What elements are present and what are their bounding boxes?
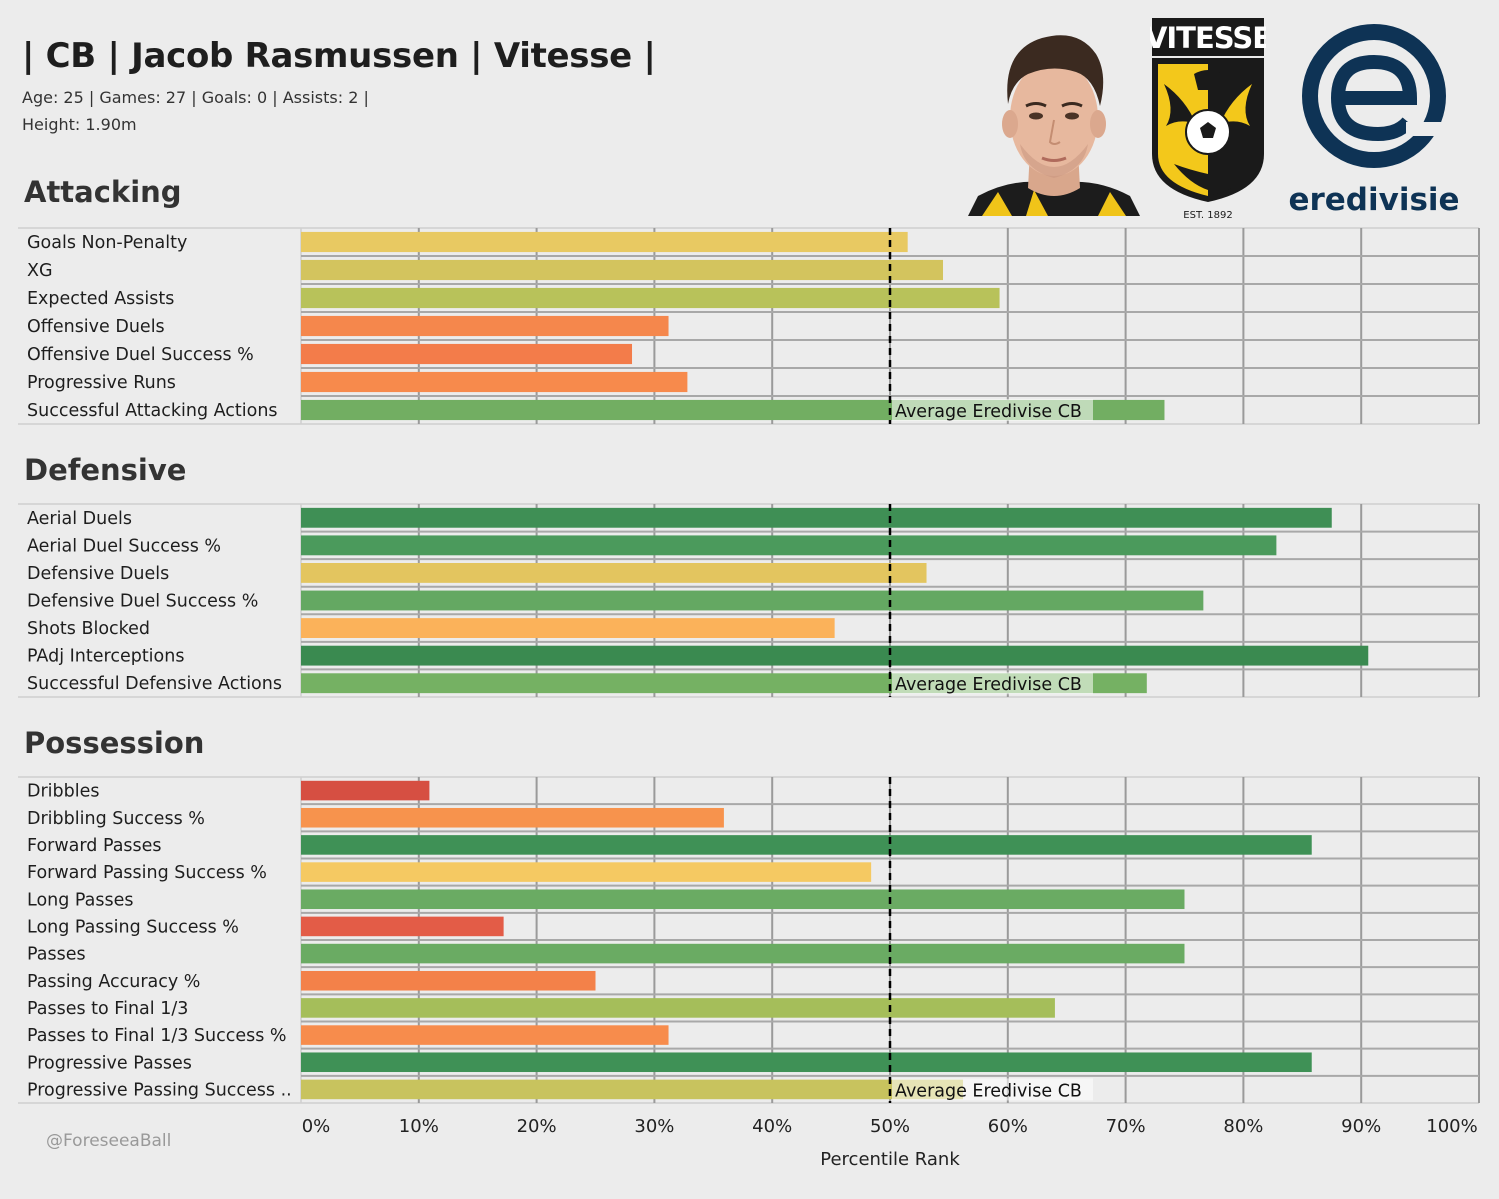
bar — [301, 807, 724, 828]
category-label: Long Passing Success % — [27, 917, 239, 937]
x-tick-label: 50% — [869, 1116, 911, 1137]
bar — [301, 315, 669, 337]
x-tick-label: 70% — [1105, 1116, 1146, 1137]
bar — [301, 618, 835, 638]
bar — [301, 259, 944, 281]
category-label: Long Passes — [27, 890, 134, 910]
category-label: Forward Passing Success % — [27, 863, 267, 883]
x-tick-label: 40% — [752, 1116, 793, 1137]
reference-label: Average Eredivise CB — [895, 1081, 1082, 1101]
category-label: Offensive Duels — [27, 317, 165, 337]
category-label: Passes to Final 1/3 — [27, 999, 188, 1019]
bar — [301, 535, 1277, 556]
bar — [301, 507, 1332, 528]
category-label: Expected Assists — [27, 289, 174, 309]
x-tick-label: 90% — [1341, 1116, 1382, 1137]
category-label: Offensive Duel Success % — [27, 345, 254, 365]
club-logo: VITESSE EST. 1892 — [1150, 18, 1266, 221]
reference-label-bg — [892, 399, 1093, 421]
category-label: Progressive Runs — [27, 373, 176, 393]
reference-label: Average Eredivise CB — [895, 675, 1082, 695]
category-label: Aerial Duel Success % — [27, 536, 221, 556]
bar — [301, 371, 688, 393]
bar — [301, 916, 504, 937]
category-label: Goals Non-Penalty — [27, 233, 187, 253]
bar — [301, 998, 1055, 1018]
section-title-attacking: Attacking — [24, 175, 182, 209]
category-label: Dribbling Success % — [27, 809, 205, 829]
bar — [301, 1025, 669, 1045]
x-axis-label: Percentile Rank — [820, 1149, 960, 1170]
reference-label: Average Eredivise CB — [895, 402, 1082, 422]
category-label: Passing Accuracy % — [27, 972, 200, 992]
player-photo — [968, 20, 1140, 216]
category-label: Passes — [27, 945, 86, 965]
category-label: Passes to Final 1/3 Success % — [27, 1026, 287, 1046]
category-label: Progressive Passing Success .. — [27, 1080, 292, 1100]
section-title-defensive: Defensive — [24, 453, 187, 487]
category-label: Progressive Passes — [27, 1053, 192, 1073]
section-possession: Dribbles Dribbling Success % Forward Passe… — [18, 776, 1480, 1104]
league-name-text: eredivisie — [1288, 182, 1459, 218]
category-label: XG — [27, 261, 53, 281]
bar — [301, 287, 1000, 309]
category-label: PAdj Interceptions — [27, 647, 184, 667]
bar — [301, 862, 872, 882]
x-tick-label: 20% — [516, 1116, 557, 1137]
bar — [301, 780, 430, 801]
bar — [301, 231, 908, 253]
club-est-text: EST. 1892 — [1183, 210, 1232, 221]
category-label: Forward Passes — [27, 836, 162, 856]
section-title-possession: Possession — [24, 726, 205, 760]
bar — [301, 343, 633, 365]
bar — [301, 1052, 1312, 1073]
player-info: Age: 25 | Games: 27 | Goals: 0 | Assists… — [22, 88, 369, 107]
category-label: Dribbles — [27, 782, 100, 802]
section-attacking: Goals Non-Penalty XG Expected Assists Offen… — [18, 227, 1480, 425]
bar — [301, 970, 596, 991]
category-label: Defensive Duels — [27, 564, 169, 584]
category-label: Aerial Duels — [27, 509, 132, 529]
x-tick-label: 10% — [398, 1116, 439, 1137]
x-tick-label: 60% — [987, 1116, 1028, 1137]
reference-label-bg — [892, 1078, 1093, 1101]
category-label: Successful Attacking Actions — [27, 401, 278, 421]
player-height: Height: 1.90m — [22, 115, 137, 134]
x-tick-label: 0% — [301, 1116, 331, 1137]
bar — [301, 943, 1185, 964]
section-defensive: Aerial Duels Aerial Duel Success % Defensi… — [18, 503, 1480, 698]
bar — [301, 645, 1369, 666]
category-label: Shots Blocked — [27, 619, 150, 639]
reference-label-bg — [892, 672, 1093, 695]
category-label: Successful Defensive Actions — [27, 674, 282, 694]
league-logo: eredivisie — [1288, 24, 1460, 218]
bar — [301, 889, 1185, 910]
bar — [301, 1079, 964, 1100]
credit-text: @ForeseeaBall — [46, 1131, 172, 1151]
club-logo-text: VITESSE — [1150, 21, 1266, 55]
x-tick-label: 80% — [1223, 1116, 1264, 1137]
category-label: Defensive Duel Success % — [27, 592, 258, 612]
x-tick-label: 100% — [1426, 1116, 1478, 1137]
page-title: | CB | Jacob Rasmussen | Vitesse | — [22, 36, 656, 76]
bar — [301, 673, 1147, 694]
bar — [301, 590, 1204, 611]
x-tick-label: 30% — [634, 1116, 675, 1137]
bar — [301, 835, 1312, 855]
bar — [301, 399, 1165, 421]
bar — [301, 563, 927, 583]
